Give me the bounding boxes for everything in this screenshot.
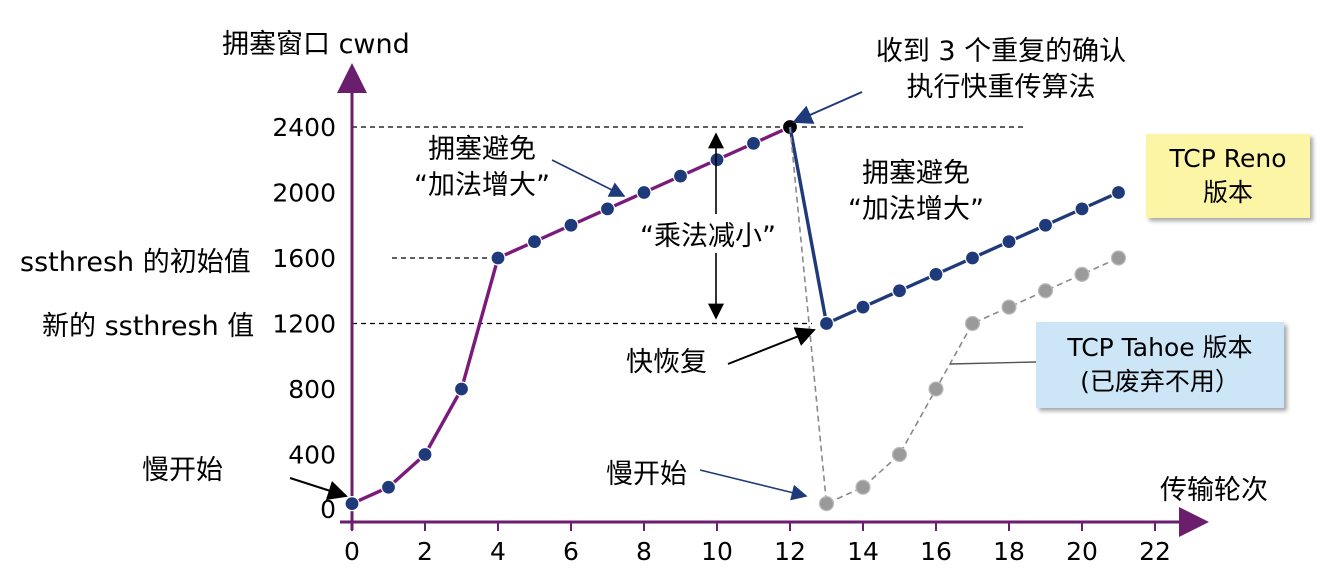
x-tick-label-4: 4: [490, 537, 506, 566]
series-point-0-2: [417, 446, 433, 463]
ca-right-line1: 拥塞避免: [862, 158, 970, 189]
tcp-tahoe-box: TCP Tahoe 版本 (已废弃不用）: [1036, 322, 1284, 408]
series-point-0-9: [672, 168, 689, 184]
series-point-2-21: [1110, 250, 1127, 266]
ca-right-line2: “加法增大”: [848, 194, 984, 225]
y-tick-label-2400: 2400: [272, 113, 336, 142]
tcp-reno-box: TCP Reno 版本: [1146, 134, 1310, 218]
x-tick-label-22: 22: [1139, 537, 1171, 566]
x-tick-label-14: 14: [847, 537, 879, 566]
ssthresh-new-label: 新的 ssthresh 值: [42, 311, 255, 342]
series-point-2-15: [891, 446, 908, 463]
series-point-0-8: [636, 184, 652, 201]
tahoe-box-line1: TCP Tahoe 版本: [1067, 333, 1253, 362]
y-tick-label-1200: 1200: [272, 310, 336, 339]
series-point-1-18: [1001, 234, 1017, 250]
x-tick-label-6: 6: [563, 537, 579, 566]
dup-ack-line1: 收到 3 个重复的确认: [875, 36, 1127, 67]
congestion-avoidance-right-note: 拥塞避免 “加法增大”: [816, 156, 1016, 228]
series-point-1-16: [928, 266, 944, 282]
x-tick-label-16: 16: [920, 537, 952, 566]
tahoe-box-line2: (已废弃不用）: [1080, 367, 1240, 396]
series-point-1-19: [1037, 217, 1054, 233]
arrow-slow-start-left: [289, 477, 348, 501]
x-tick-label-20: 20: [1066, 537, 1098, 566]
ca-left-line1: 拥塞避免: [428, 134, 536, 165]
x-tick-label-0: 0: [344, 537, 360, 566]
series-line-1: [788, 126, 1120, 326]
series-point-1-13: [818, 315, 835, 332]
slow-start-left-label: 慢开始: [142, 455, 223, 486]
arrow-slow-start-right: [699, 469, 808, 501]
x-tick-label-18: 18: [993, 537, 1025, 566]
arrow-fast-recovery: [727, 327, 816, 365]
series-point-2-17: [964, 315, 981, 332]
series-point-0-10: [709, 152, 725, 168]
series-point-2-20: [1074, 266, 1090, 282]
series-point-0-3: [453, 381, 470, 397]
congestion-avoidance-left-note: 拥塞避免 “加法增大”: [392, 132, 572, 204]
series-point-0-5: [526, 234, 543, 250]
series-point-0-1: [380, 479, 397, 495]
series-point-1-21: [1110, 184, 1127, 201]
x-tick-label-8: 8: [636, 537, 652, 566]
series-point-2-13: [818, 496, 835, 512]
series-point-2-18: [1001, 299, 1017, 315]
x-tick-label-12: 12: [774, 537, 806, 566]
x-tick-label-10: 10: [701, 537, 733, 566]
y-tick-label-2000: 2000: [272, 179, 336, 208]
pointer-tahoe: [949, 361, 1037, 365]
x-tick-label-2: 2: [417, 537, 433, 566]
arrow-dup-ack: [792, 91, 863, 124]
series-point-2-14: [855, 479, 871, 495]
reno-box-line2: 版本: [1202, 178, 1253, 207]
series-point-0-4: [490, 250, 506, 266]
dup-ack-note: 收到 3 个重复的确认 执行快重传算法: [846, 34, 1156, 106]
dup-ack-line2: 执行快重传算法: [906, 72, 1096, 103]
series-point-0-11: [745, 135, 762, 151]
series-point-1-15: [891, 283, 908, 299]
series-point-1-20: [1074, 201, 1090, 217]
y-axis-label: 拥塞窗口 cwnd: [222, 29, 410, 60]
fast-recovery-label: 快恢复: [626, 347, 707, 378]
y-tick-label-1600: 1600: [272, 244, 336, 273]
series-point-0-6: [563, 217, 579, 233]
series-point-2-19: [1037, 283, 1054, 299]
series-point-1-14: [855, 299, 871, 315]
x-axis-label: 传输轮次: [1160, 475, 1268, 506]
arrow-congestion-avoidance-left: [551, 159, 626, 197]
ca-left-line2: “加法增大”: [414, 170, 550, 201]
ssthresh-initial-label: ssthresh 的初始值: [20, 247, 251, 278]
y-tick-label-800: 800: [288, 375, 336, 404]
y-tick-label-400: 400: [288, 441, 336, 470]
slow-start-right-label: 慢开始: [606, 459, 687, 490]
series-point-0-7: [599, 201, 616, 217]
series-point-0-0: [344, 496, 360, 512]
reno-box-line1: TCP Reno: [1169, 144, 1287, 173]
multiplicative-decrease-label: “乘法减小”: [638, 214, 778, 253]
series-point-1-17: [964, 250, 981, 266]
series-point-2-16: [928, 381, 944, 397]
y-tick-label-0: 0: [320, 495, 336, 524]
